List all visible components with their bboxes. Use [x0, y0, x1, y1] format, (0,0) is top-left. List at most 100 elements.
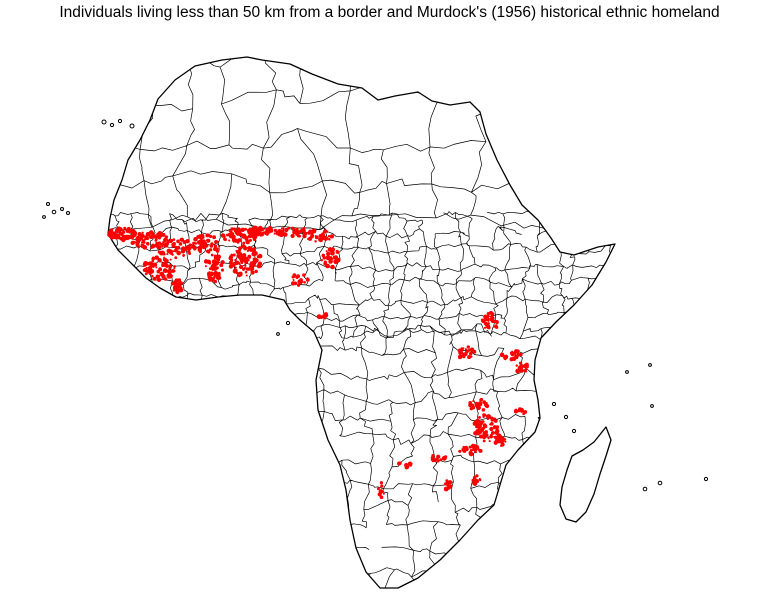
- border-point: [249, 261, 253, 264]
- border-point: [519, 352, 523, 357]
- border-point: [292, 275, 296, 278]
- border-point: [307, 231, 311, 235]
- border-point: [479, 398, 483, 402]
- small-islands: [42, 118, 709, 492]
- border-point: [517, 409, 521, 413]
- border-point: [228, 255, 234, 260]
- border-point: [299, 278, 303, 282]
- border-point: [245, 267, 249, 271]
- border-point: [483, 326, 487, 329]
- border-point: [377, 492, 382, 497]
- border-point: [287, 226, 291, 230]
- border-point: [187, 250, 191, 254]
- border-point: [211, 268, 215, 271]
- border-point: [252, 267, 255, 271]
- border-point: [176, 245, 181, 250]
- border-point: [242, 267, 245, 271]
- border-point: [208, 234, 213, 239]
- border-point: [239, 255, 244, 260]
- border-point: [167, 248, 171, 252]
- border-point: [283, 233, 287, 237]
- border-point: [430, 456, 435, 460]
- border-point: [212, 235, 217, 240]
- border-point: [325, 250, 328, 253]
- border-point: [216, 240, 219, 243]
- border-point: [319, 233, 325, 239]
- border-point: [499, 352, 505, 358]
- border-point: [254, 253, 258, 256]
- border-point: [380, 484, 384, 488]
- border-point: [476, 403, 481, 408]
- border-point: [292, 278, 295, 282]
- border-point: [256, 263, 262, 269]
- border-point: [295, 228, 299, 233]
- border-point: [225, 233, 229, 237]
- border-point: [459, 350, 464, 355]
- border-point: [478, 448, 483, 453]
- border-point: [511, 350, 514, 353]
- border-point: [512, 356, 516, 360]
- border-point: [237, 274, 241, 278]
- border-point: [245, 274, 248, 277]
- border-point: [312, 234, 315, 237]
- border-point: [212, 261, 216, 265]
- border-point: [244, 264, 247, 267]
- border-point: [335, 249, 339, 253]
- border-point: [510, 351, 515, 357]
- border-point: [164, 270, 168, 273]
- border-point: [439, 458, 443, 462]
- border-point: [264, 230, 267, 233]
- border-point: [519, 368, 524, 373]
- border-point: [192, 241, 196, 245]
- border-point: [232, 268, 238, 274]
- border-point: [213, 272, 218, 277]
- border-point: [173, 243, 176, 246]
- border-point: [495, 427, 499, 430]
- border-point: [136, 235, 140, 239]
- border-point: [494, 325, 499, 329]
- border-point: [228, 264, 234, 269]
- border-point: [212, 266, 218, 271]
- border-point: [404, 465, 409, 470]
- border-point: [321, 314, 327, 319]
- border-point: [168, 265, 172, 269]
- border-point: [168, 273, 173, 279]
- border-point: [162, 243, 165, 246]
- border-point: [485, 402, 488, 405]
- border-point: [217, 271, 221, 275]
- border-point: [473, 431, 478, 436]
- border-point: [199, 236, 203, 241]
- border-point: [205, 233, 210, 238]
- border-point: [514, 353, 517, 356]
- border-point: [497, 433, 500, 436]
- border-point: [265, 228, 268, 231]
- border-point: [232, 227, 237, 231]
- border-point: [149, 268, 153, 272]
- border-point: [174, 249, 178, 253]
- border-point: [161, 274, 166, 278]
- border-point: [325, 263, 330, 269]
- border-point: [314, 240, 317, 243]
- border-point: [398, 461, 402, 465]
- border-point: [142, 262, 148, 267]
- border-point: [151, 274, 154, 278]
- border-point: [244, 270, 248, 274]
- border-point: [269, 228, 274, 233]
- border-point: [490, 316, 495, 321]
- border-point: [222, 234, 226, 237]
- border-point: [159, 250, 164, 256]
- border-point: [166, 239, 171, 244]
- madagascar-outline: [559, 426, 612, 523]
- border-point: [480, 318, 484, 322]
- border-point: [495, 320, 499, 325]
- border-point: [245, 236, 249, 239]
- border-point: [162, 240, 165, 244]
- border-point: [516, 352, 521, 357]
- border-point: [230, 227, 234, 231]
- border-point: [483, 408, 486, 411]
- border-point: [213, 244, 218, 248]
- border-point: [179, 281, 182, 284]
- border-point: [241, 234, 247, 239]
- border-point: [519, 364, 524, 369]
- border-point: [238, 249, 241, 252]
